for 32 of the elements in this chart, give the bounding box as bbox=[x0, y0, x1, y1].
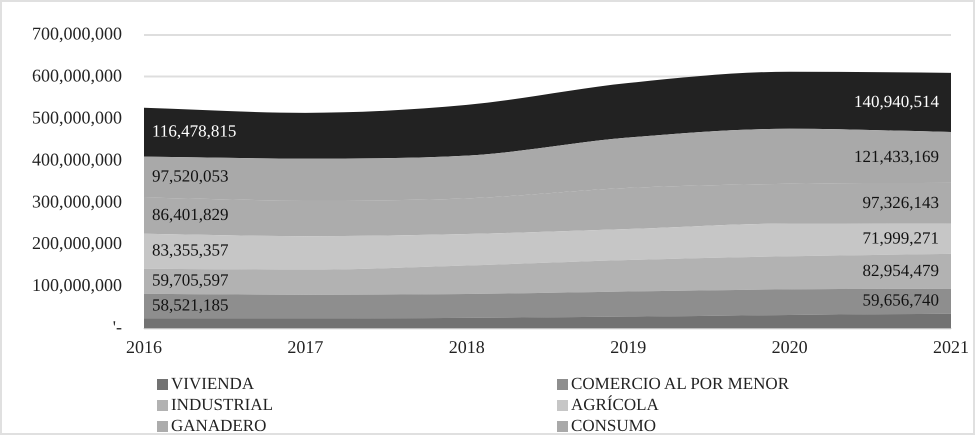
legend-label: VIVIENDA bbox=[171, 374, 254, 394]
y-tick-label: 400,000,000 bbox=[32, 149, 122, 170]
y-tick-label: 200,000,000 bbox=[32, 233, 122, 254]
data-label: 59,705,597 bbox=[152, 270, 229, 290]
legend-label: AGRÍCOLA bbox=[571, 395, 659, 415]
y-tick-label: 600,000,000 bbox=[32, 65, 122, 86]
legend-label: COMERCIO AL POR MENOR bbox=[571, 374, 790, 394]
data-label: 97,520,053 bbox=[152, 166, 228, 186]
x-tick-label: 2019 bbox=[610, 336, 646, 357]
legend-label: INDUSTRIAL bbox=[171, 395, 273, 415]
data-label: 86,401,829 bbox=[152, 205, 228, 224]
x-tick-label: 2021 bbox=[933, 336, 969, 357]
x-tick-label: 2017 bbox=[287, 336, 324, 357]
data-label: 83,355,357 bbox=[152, 240, 229, 260]
x-tick-label: 2020 bbox=[772, 336, 808, 357]
y-tick-label: 100,000,000 bbox=[32, 275, 122, 296]
legend-label: CONSUMO bbox=[571, 416, 656, 435]
data-label: 59,656,740 bbox=[862, 290, 939, 310]
y-tick-label: 700,000,000 bbox=[32, 24, 122, 44]
data-label: 97,326,143 bbox=[862, 192, 939, 212]
y-tick-label: 300,000,000 bbox=[32, 191, 122, 212]
x-tick-label: 2016 bbox=[126, 336, 162, 357]
data-label: 58,521,185 bbox=[152, 296, 228, 315]
x-tick-label: 2018 bbox=[448, 336, 485, 357]
data-label: 116,478,815 bbox=[152, 122, 236, 141]
legend-label: GANADERO bbox=[171, 416, 266, 435]
data-label: 140,940,514 bbox=[854, 92, 940, 111]
data-label: 121,433,169 bbox=[854, 146, 939, 166]
y-tick-label: '- bbox=[112, 317, 122, 338]
data-label: 82,954,479 bbox=[862, 260, 939, 280]
data-label: 71,999,271 bbox=[862, 228, 939, 248]
y-tick-label: 500,000,000 bbox=[32, 107, 122, 128]
